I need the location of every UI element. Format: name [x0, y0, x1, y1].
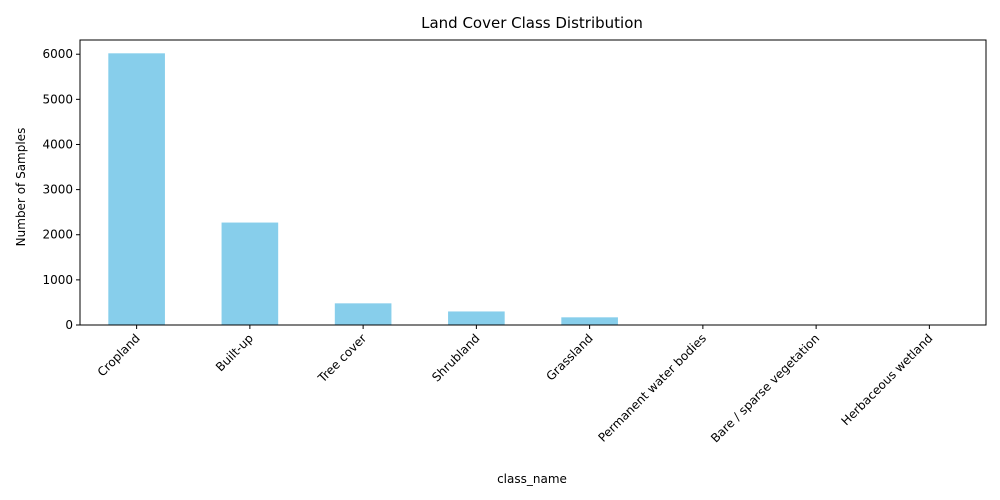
y-tick-label-3: 3000: [42, 183, 73, 197]
bar-1: [221, 222, 279, 325]
x-tick-label-2: Tree cover: [315, 331, 370, 386]
y-tick-label-6: 6000: [42, 47, 73, 61]
y-tick-label-2: 2000: [42, 228, 73, 242]
x-tick-label-6: Bare / sparse vegetation: [708, 331, 822, 445]
bars-group: [108, 53, 958, 325]
x-tick-label-4: Grassland: [543, 331, 595, 383]
bar-4: [561, 317, 618, 325]
y-tick-label-5: 5000: [42, 92, 73, 106]
y-tick-label-0: 0: [65, 318, 73, 332]
x-tick-label-0: Cropland: [95, 331, 143, 379]
x-tick-label-1: Built-up: [213, 331, 256, 374]
bar-3: [448, 311, 505, 325]
x-tick-label-7: Herbaceous wetland: [839, 331, 936, 428]
y-tick-label-4: 4000: [42, 137, 73, 151]
x-axis-ticks: Cropland Built-up Tree cover Shrubland Grass…: [95, 325, 936, 445]
x-tick-label-5: Permanent water bodies: [595, 331, 709, 445]
x-axis-label: class_name: [497, 472, 567, 486]
bar-2: [334, 303, 392, 325]
y-tick-label-1: 1000: [42, 273, 73, 287]
chart-title: Land Cover Class Distribution: [421, 14, 643, 32]
bar-0: [108, 53, 165, 325]
y-axis-label: Number of Samples: [14, 128, 28, 247]
y-axis-ticks: 0 1000 2000 3000 4000 5000 6000: [42, 47, 80, 332]
x-tick-label-3: Shrubland: [429, 331, 482, 384]
plot-frame: [79, 39, 987, 326]
